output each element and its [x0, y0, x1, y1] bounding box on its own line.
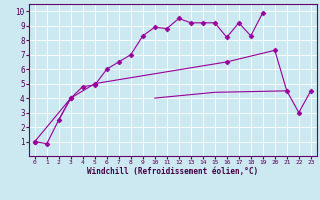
- X-axis label: Windchill (Refroidissement éolien,°C): Windchill (Refroidissement éolien,°C): [87, 167, 258, 176]
